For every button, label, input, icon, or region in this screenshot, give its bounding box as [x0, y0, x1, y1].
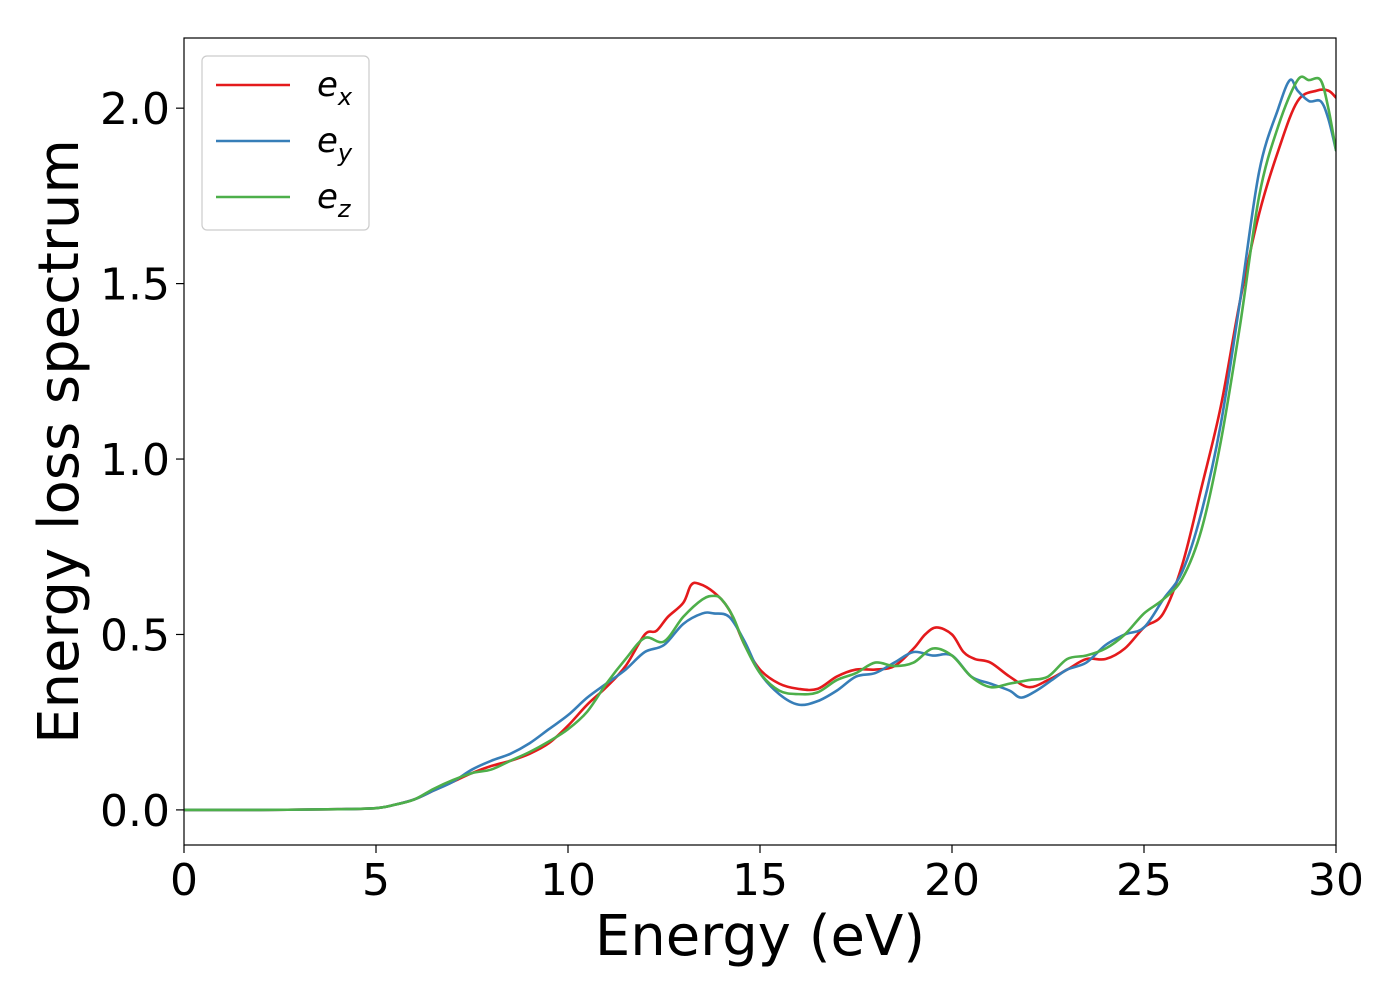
y-tick-label: 1.5	[100, 260, 170, 311]
y-tick-label: 0.5	[100, 610, 170, 661]
y-axis-ticks: 0.0 0.5 1.0 1.5 2.0	[100, 84, 184, 837]
legend-label: ex	[317, 65, 353, 111]
y-tick-label: 1.0	[100, 435, 170, 486]
x-tick-label: 0	[170, 855, 198, 906]
series-line-e-z	[184, 75, 1336, 812]
x-tick-label: 30	[1308, 855, 1364, 906]
legend-label: ey	[317, 121, 353, 167]
legend-label-subscript: z	[337, 195, 352, 223]
legend-label-subscript: y	[337, 139, 353, 167]
y-tick-label: 0.0	[100, 786, 170, 837]
x-tick-label: 25	[1116, 855, 1172, 906]
x-tick-label: 20	[924, 855, 980, 906]
series-layer	[184, 75, 1336, 812]
y-axis-label: Energy loss spectrum	[27, 139, 92, 744]
legend-label-base: e	[317, 177, 338, 217]
x-tick-label: 10	[540, 855, 596, 906]
legend-label-base: e	[317, 121, 338, 161]
series-line-e-y	[184, 78, 1336, 812]
legend-label: ez	[317, 177, 352, 223]
x-axis-ticks: 0 5 10 15 20 25 30	[170, 845, 1364, 906]
x-tick-label: 5	[362, 855, 390, 906]
legend-box	[201, 55, 370, 231]
legend-label-subscript: x	[337, 83, 353, 111]
x-tick-label: 15	[732, 855, 788, 906]
y-tick-label: 2.0	[100, 84, 170, 135]
x-axis-label: Energy (eV)	[595, 904, 925, 969]
legend-label-base: e	[317, 65, 338, 105]
